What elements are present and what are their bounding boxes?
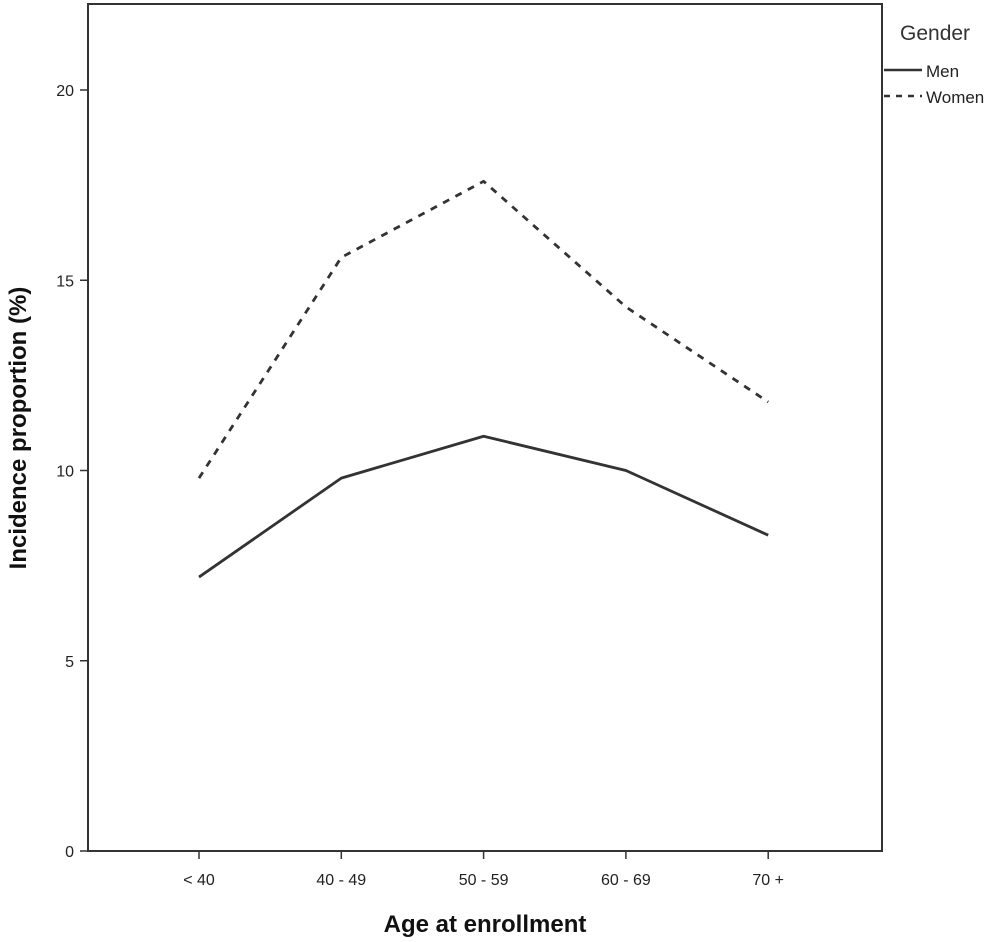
y-tick-label: 15 xyxy=(56,273,74,290)
series-line-women xyxy=(197,179,769,479)
series-lines xyxy=(197,179,769,579)
x-axis-title: Age at enrollment xyxy=(384,911,587,938)
y-tick-label: 5 xyxy=(65,654,74,671)
x-tick-label: 60 - 69 xyxy=(601,872,651,889)
x-tick-label: < 40 xyxy=(183,872,215,889)
legend-title: Gender xyxy=(900,22,970,45)
y-tick-label: 0 xyxy=(65,844,74,861)
legend-label-women: Women xyxy=(926,88,984,107)
y-tick-label: 10 xyxy=(56,464,74,481)
legend: Gender Men Women xyxy=(884,22,984,107)
y-axis-title: Incidence proportion (%) xyxy=(5,287,32,570)
plot-frame xyxy=(87,3,883,852)
y-axis-ticks: 0 5 10 15 20 xyxy=(56,83,88,861)
x-tick-label: 50 - 59 xyxy=(459,872,509,889)
series-line-men xyxy=(198,434,769,579)
legend-label-men: Men xyxy=(926,62,959,81)
x-tick-label: 70 + xyxy=(752,872,784,889)
y-tick-label: 20 xyxy=(56,83,74,100)
x-axis-ticks: < 40 40 - 49 50 - 59 60 - 69 70 + xyxy=(183,851,784,889)
x-tick-label: 40 - 49 xyxy=(316,872,366,889)
